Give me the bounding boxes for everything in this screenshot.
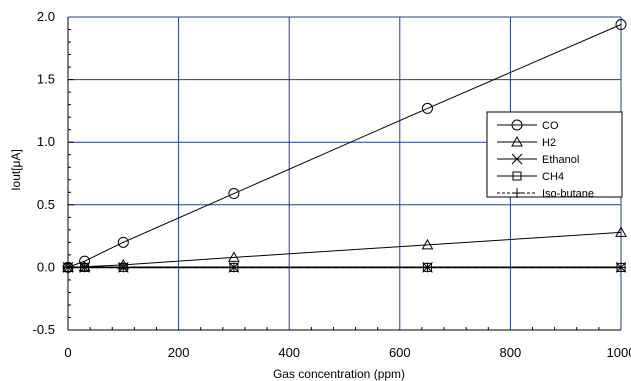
legend-label: H2 — [542, 137, 556, 149]
y-tick-label: 0.5 — [37, 197, 55, 212]
legend-label: CH4 — [542, 171, 564, 183]
data-point — [118, 262, 129, 273]
data-point — [117, 236, 129, 248]
tick-labels: -0.5 0.0 0.5 1.0 1.5 2.0 0 200 400 600 800 1000 — [33, 9, 631, 360]
x-tick-label: 400 — [278, 345, 300, 360]
series-line — [67, 24, 622, 268]
x-tick-label: 1000 — [607, 345, 631, 360]
legend-marker — [512, 188, 522, 198]
legend-marker — [511, 119, 523, 131]
series-h2 — [62, 226, 627, 272]
data-point — [228, 262, 239, 273]
y-tick-label: -0.5 — [33, 322, 55, 337]
series-line — [67, 231, 622, 268]
y-tick-label: 1.5 — [37, 72, 55, 87]
x-tick-label: 200 — [168, 345, 190, 360]
legend-item: Iso-butane — [497, 188, 594, 200]
legend-item: CH4 — [497, 171, 564, 183]
legend-marker — [511, 135, 523, 147]
data-point — [421, 102, 433, 114]
legend-item: CO — [497, 119, 559, 132]
data-point — [616, 262, 626, 273]
legend-marker — [511, 153, 523, 165]
data-point — [421, 238, 434, 250]
legend-items: CO H2 Ethanol CH4 Iso-butane — [497, 119, 594, 200]
legend-marker — [512, 171, 522, 181]
data-point — [63, 262, 73, 273]
legend-item: H2 — [497, 135, 556, 149]
x-tick-label: 600 — [389, 345, 411, 360]
y-tick-label: 0.0 — [37, 259, 55, 274]
series-iso-butane — [63, 262, 626, 273]
legend-label: CO — [542, 120, 559, 132]
data-point — [79, 262, 90, 273]
data-point — [615, 226, 627, 237]
x-tick-label: 800 — [500, 345, 522, 360]
y-tick-label: 2.0 — [37, 9, 55, 24]
x-tick-label: 0 — [64, 345, 71, 360]
data-point — [228, 188, 240, 200]
y-axis-title: Iout[μA] — [9, 149, 23, 191]
x-axis-title: Gas concentration (ppm) — [273, 367, 405, 381]
legend-label: Ethanol — [542, 154, 579, 166]
data-point — [422, 262, 433, 273]
legend: CO H2 Ethanol CH4 Iso-butane — [486, 111, 623, 200]
series-layer — [62, 19, 627, 273]
data-point — [228, 251, 240, 262]
legend-box — [486, 111, 623, 198]
y-tick-label: 1.0 — [37, 134, 55, 149]
legend-item: Ethanol — [497, 153, 579, 166]
data-point — [615, 19, 627, 31]
legend-label: Iso-butane — [542, 188, 594, 200]
